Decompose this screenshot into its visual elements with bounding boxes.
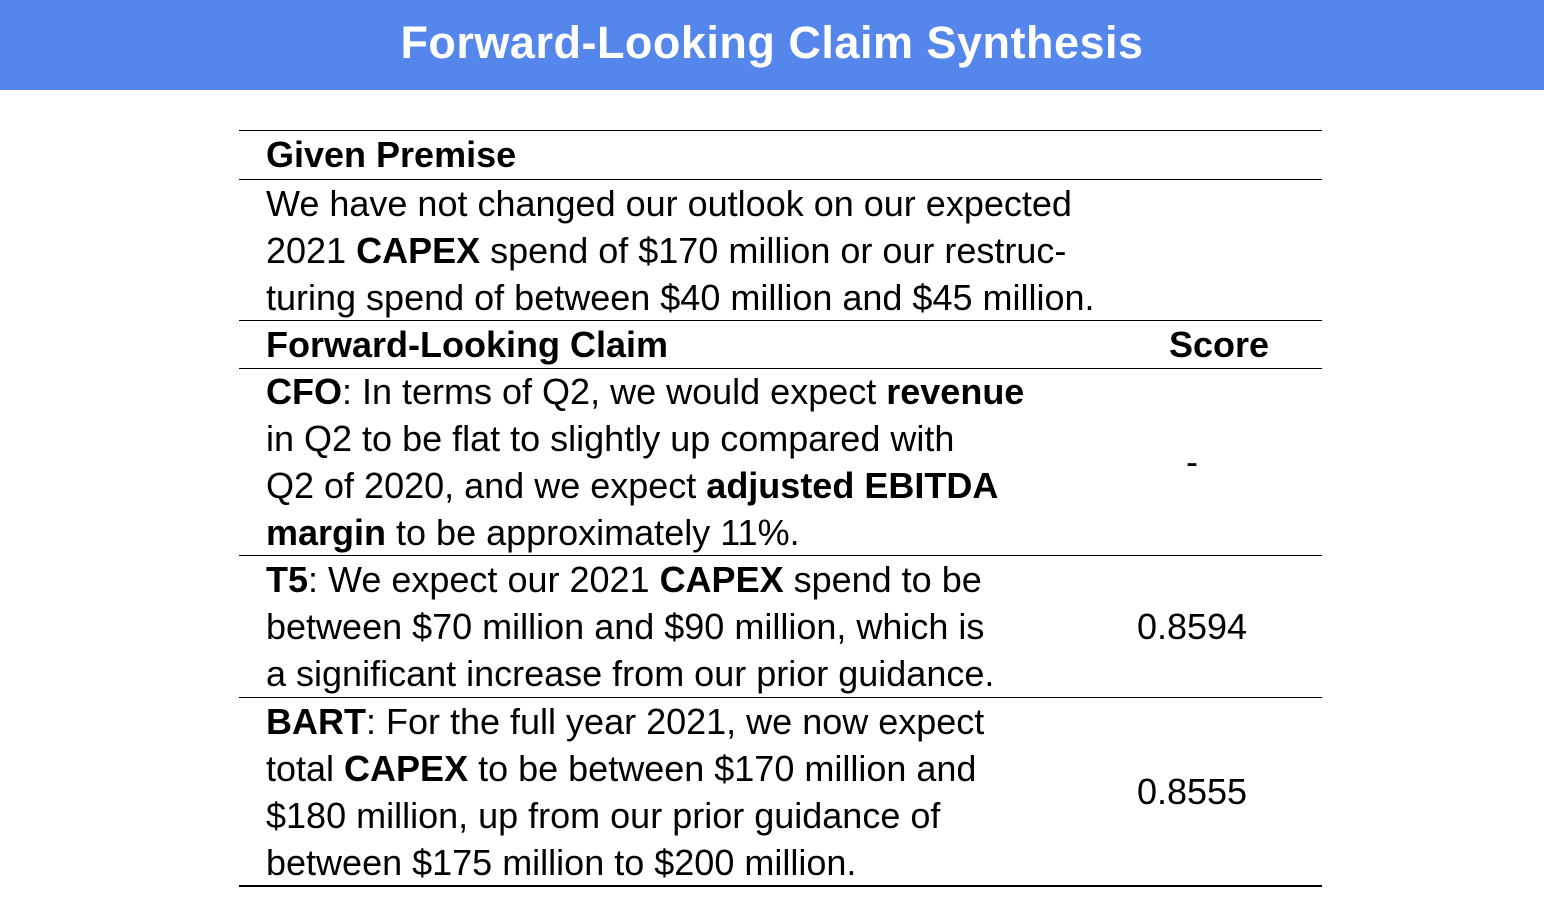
premise-line-2: 2021 CAPEX spend of $170 million or our … bbox=[266, 229, 1067, 271]
table-row: T5: We expect our 2021 CAPEX spend to be… bbox=[239, 556, 1322, 697]
table-bottom-rule bbox=[239, 885, 1322, 887]
claim-head-top-rule bbox=[239, 320, 1322, 321]
premise-line-3: turing spend of between $40 million and … bbox=[266, 276, 1095, 318]
claims-header-row: Forward-Looking Claim Score bbox=[239, 321, 1322, 368]
page-title: Forward-Looking Claim Synthesis bbox=[400, 17, 1144, 68]
table-top-rule bbox=[239, 130, 1322, 131]
table-row: BART: For the full year 2021, we now exp… bbox=[239, 698, 1322, 885]
claim-source: CFO bbox=[266, 371, 342, 412]
table-row: CFO: In terms of Q2, we would expect rev… bbox=[239, 369, 1322, 555]
row-rule bbox=[239, 697, 1322, 698]
premise-capex: CAPEX bbox=[356, 229, 481, 271]
title-banner: Forward-Looking Claim Synthesis bbox=[0, 0, 1544, 90]
row-rule bbox=[239, 555, 1322, 556]
claims-table: Given Premise We have not changed our ou… bbox=[239, 130, 1322, 887]
claim-text: T5: We expect our 2021 CAPEX spend to be… bbox=[266, 559, 995, 694]
column-header-claim: Forward-Looking Claim bbox=[266, 323, 669, 365]
claim-text: CFO: In terms of Q2, we would expect rev… bbox=[266, 371, 1025, 553]
premise-heading: Given Premise bbox=[266, 134, 517, 175]
column-header-score: Score bbox=[1168, 323, 1270, 365]
claim-text: BART: For the full year 2021, we now exp… bbox=[266, 700, 985, 883]
premise-text: We have not changed our outlook on our e… bbox=[239, 180, 1322, 320]
claim-source: BART bbox=[266, 700, 366, 742]
claim-score: 0.8594 bbox=[1136, 605, 1248, 647]
claim-source: T5 bbox=[266, 559, 309, 600]
premise-rule bbox=[239, 179, 1322, 180]
claim-score: 0.8555 bbox=[1136, 770, 1248, 812]
premise-line-1: We have not changed our outlook on our e… bbox=[266, 182, 1072, 224]
claim-score: - bbox=[1186, 441, 1198, 482]
claim-head-bottom-rule bbox=[239, 368, 1322, 369]
